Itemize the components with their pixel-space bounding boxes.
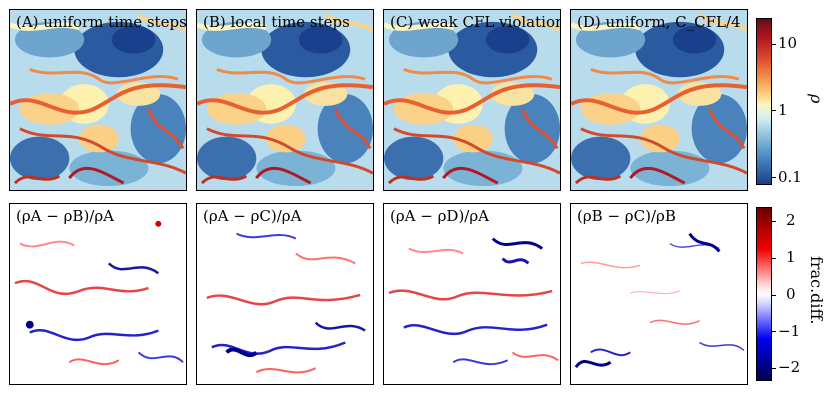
diff-map-bc [571,204,747,384]
diff-tick-mark-m1 [772,331,776,332]
density-map-d [571,10,747,190]
density-panel-c: (C) weak CFL violation [383,9,561,191]
diff-map-ad [384,204,560,384]
diff-panel-bc: (ρB − ρC)/ρB [570,203,748,385]
diff-tick-1: 1 [786,248,796,266]
density-colorbar-label: ρ [807,94,826,104]
diff-panel-ab: (ρA − ρB)/ρA [9,203,187,385]
diff-tick-mark-m2 [772,368,776,369]
density-panel-a: (A) uniform time steps [9,9,187,191]
diff-tick-0: 0 [786,285,796,303]
density-tick-01: 0.1 [778,168,802,186]
diff-map-ac [197,204,373,384]
panel-label-a: (A) uniform time steps [16,13,187,31]
density-map-a [10,10,186,190]
density-tick-1: 1 [778,101,788,119]
difference-colorbar [756,207,772,381]
panel-label-d: (D) uniform, C_CFL/4 [577,13,741,31]
panel-label-ac: (ρA − ρC)/ρA [203,207,302,225]
density-tick-10: 10 [778,34,798,52]
density-colorbar [756,18,772,185]
density-panel-d: (D) uniform, C_CFL/4 [570,9,748,191]
diff-tick-mark-2 [772,221,776,222]
panel-label-b: (B) local time steps [203,13,350,31]
diff-tick-m1: −1 [778,322,801,340]
diff-map-ab [10,204,186,384]
panel-label-ad: (ρA − ρD)/ρA [390,207,490,225]
diff-panel-ad: (ρA − ρD)/ρA [383,203,561,385]
panel-label-c: (C) weak CFL violation [390,13,561,31]
diff-tick-mark-0 [772,295,776,296]
diff-tick-mark-1 [772,258,776,259]
density-map-c [384,10,560,190]
diff-tick-m2: −2 [778,358,801,376]
panel-label-bc: (ρB − ρC)/ρB [577,207,676,225]
density-tick-mark-01 [772,177,776,178]
difference-colorbar-label: frac.diff. [807,256,826,325]
diff-panel-ac: (ρA − ρC)/ρA [196,203,374,385]
diff-tick-2: 2 [786,211,796,229]
panel-label-ab: (ρA − ρB)/ρA [16,207,115,225]
density-tick-mark-10 [772,44,776,45]
density-tick-mark-1 [772,110,776,111]
density-map-b [197,10,373,190]
density-panel-b: (B) local time steps [196,9,374,191]
